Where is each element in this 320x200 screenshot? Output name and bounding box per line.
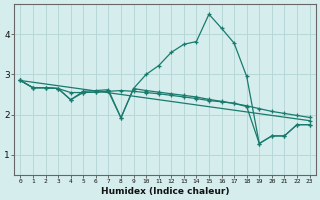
X-axis label: Humidex (Indice chaleur): Humidex (Indice chaleur)	[101, 187, 229, 196]
